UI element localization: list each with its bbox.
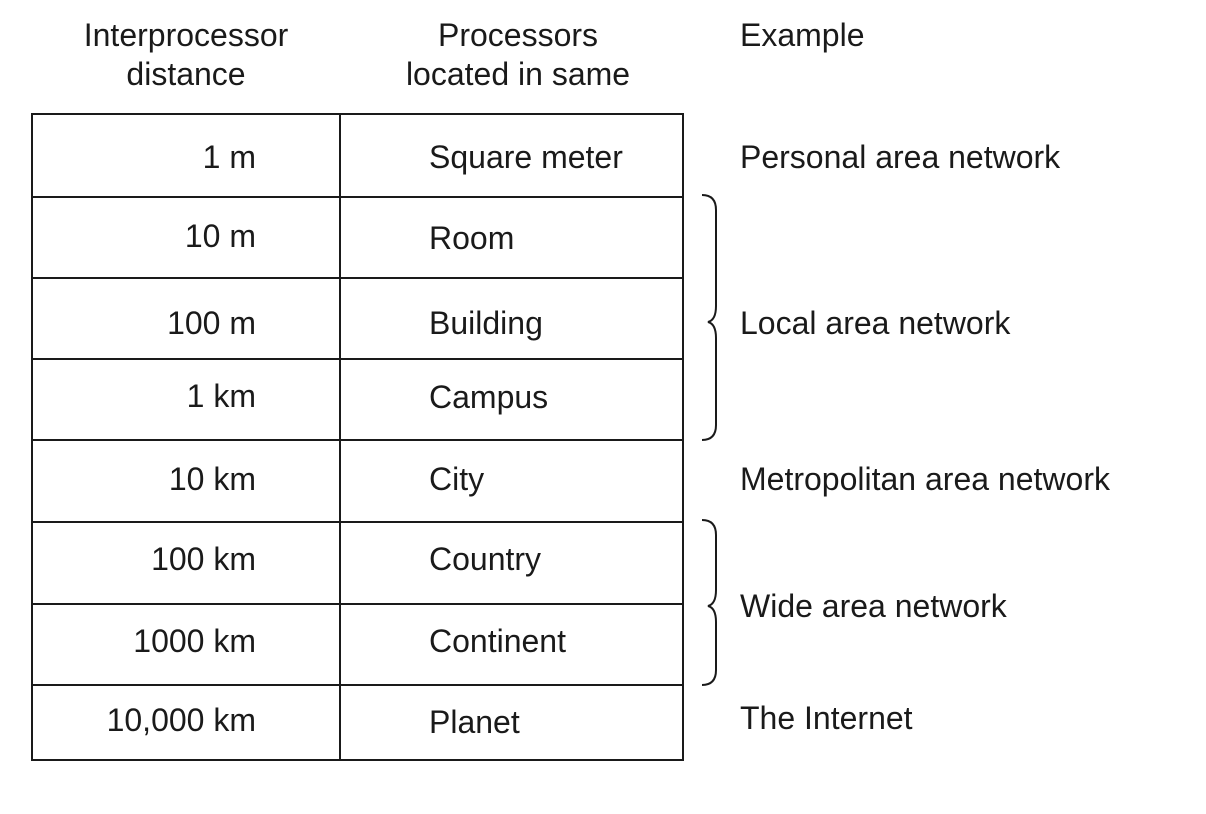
example-local: Local area network [740,305,1011,341]
table-row: 1 km Campus [33,358,682,439]
located-cell: Planet [429,704,520,740]
example-metropolitan: Metropolitan area network [740,461,1110,497]
scale-table: 1 m Square meter 10 m Room 100 m Buildin… [31,113,684,761]
table-row: 100 km Country [33,521,682,603]
located-cell: Country [429,541,542,577]
located-cell: Square meter [429,139,623,175]
header-distance: Interprocessor distance [58,16,314,94]
distance-cell: 10 m [184,218,256,254]
header-located: Processors located in same [378,16,658,94]
distance-cell: 100 km [151,541,256,577]
distance-cell: 10 km [168,461,256,497]
header-distance-line2: distance [126,56,246,92]
header-distance-line1: Interprocessor [83,17,289,53]
table-row: 10,000 km Planet [33,684,682,759]
table-row: 1 m Square meter [33,115,682,196]
table-row: 10 m Room [33,196,682,277]
distance-cell: 1 m [202,139,256,175]
distance-cell: 1 km [186,378,256,414]
distance-cell: 1000 km [133,623,256,659]
table-row: 10 km City [33,439,682,521]
brace-local [701,194,717,441]
brace-wide [701,519,717,686]
header-located-line2: located in same [405,56,631,92]
table-row: 1000 km Continent [33,603,682,684]
located-cell: Room [429,220,515,256]
located-cell: Building [429,305,543,341]
located-cell: Campus [429,379,549,415]
table-row: 100 m Building [33,277,682,358]
distance-cell: 10,000 km [106,702,256,738]
example-internet: The Internet [740,700,913,736]
header-located-line1: Processors [437,17,599,53]
example-wide: Wide area network [740,588,1007,624]
column-divider [339,115,341,759]
distance-cell: 100 m [167,305,256,341]
located-cell: City [429,461,485,497]
example-personal: Personal area network [740,139,1061,175]
header-example: Example [740,17,865,53]
located-cell: Continent [429,623,566,659]
